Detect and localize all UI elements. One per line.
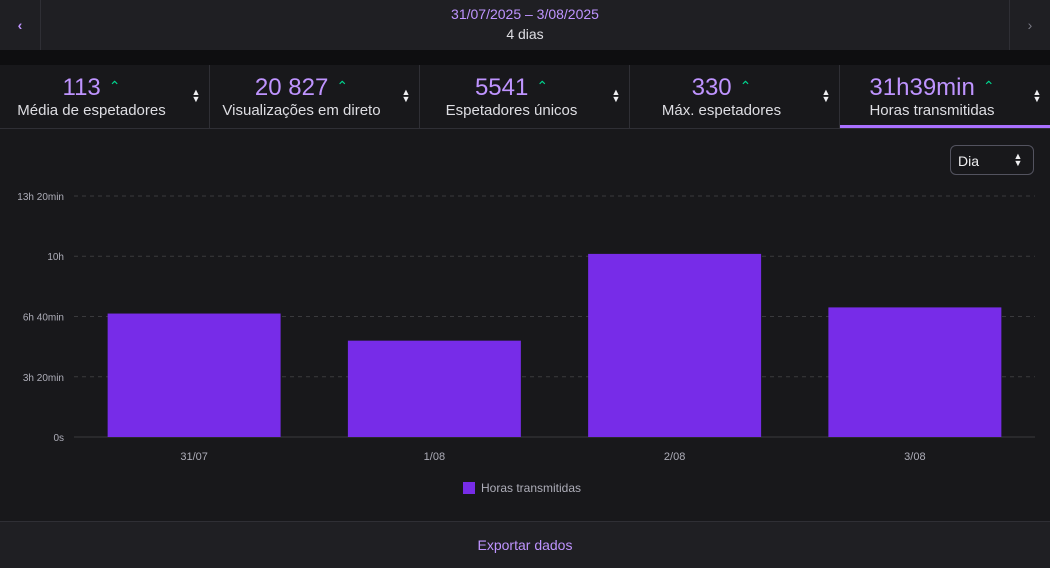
granularity-value: Dia [958, 153, 980, 169]
chart-legend[interactable]: Horas transmitidas [463, 481, 581, 495]
chevron-right-icon: › [1027, 17, 1033, 33]
period-duration: 4 dias [506, 26, 544, 42]
trend-up-icon: ⌃ [108, 78, 121, 94]
stat-label: Média de espetadores [17, 102, 166, 119]
stats-bar: 113 ⌃ Média de espetadores ▲ ▼ 20 827 ⌃ Vis… [0, 65, 1050, 129]
sort-icon: ▲ ▼ [821, 87, 831, 104]
sort-icon: ▲ ▼ [611, 87, 621, 104]
bar [107, 313, 281, 437]
y-tick-label: 10h [47, 252, 64, 263]
stat-label: Horas transmitidas [869, 102, 995, 119]
date-range: 31/07/2025 – 3/08/2025 [451, 6, 599, 22]
stat-value: 31h39min [869, 74, 975, 101]
y-tick-label: 13h 20min [17, 192, 64, 203]
sort-icon: ▲ ▼ [401, 87, 411, 104]
legend-swatch [463, 482, 475, 494]
bar [588, 253, 762, 437]
trend-up-icon: ⌃ [739, 78, 752, 94]
stat-card-average-viewers[interactable]: 113 ⌃ Média de espetadores ▲ ▼ [0, 65, 210, 128]
export-data-button[interactable]: Exportar dados [477, 537, 573, 553]
stat-value: 20 827 [254, 74, 329, 101]
previous-period-button[interactable]: ‹ [0, 0, 41, 50]
stat-value: 330 [691, 74, 732, 101]
y-tick-label: 3h 20min [23, 373, 64, 384]
bar [828, 307, 1002, 437]
y-tick-label: 6h 40min [23, 312, 64, 323]
stat-label: Espetadores únicos [445, 102, 578, 119]
x-tick-label: 31/07 [180, 451, 208, 463]
stat-card-unique-viewers[interactable]: 5541 ⌃ Espetadores únicos ▲ ▼ [420, 65, 630, 128]
stat-value: 5541 [474, 74, 529, 101]
granularity-select[interactable]: Dia ▲ ▼ [950, 145, 1034, 175]
select-arrows-icon: ▲ ▼ [1013, 151, 1023, 168]
date-navigation-bar: ‹ 31/07/2025 – 3/08/2025 4 dias › [0, 0, 1050, 51]
stat-label: Visualizações em direto [222, 102, 381, 119]
stat-card-live-views[interactable]: 20 827 ⌃ Visualizações em direto ▲ ▼ [210, 65, 420, 128]
stat-card-hours-streamed[interactable]: 31h39min ⌃ Horas transmitidas ▲ ▼ [840, 65, 1050, 128]
divider [0, 51, 1050, 65]
x-tick-label: 3/08 [904, 451, 925, 463]
y-tick-label: 0s [53, 433, 64, 444]
trend-up-icon: ⌃ [536, 78, 549, 94]
legend-label: Horas transmitidas [481, 481, 582, 495]
sort-icon: ▲ ▼ [191, 87, 201, 104]
x-tick-label: 1/08 [424, 451, 445, 463]
stat-card-max-viewers[interactable]: 330 ⌃ Máx. espetadores ▲ ▼ [630, 65, 840, 128]
trend-up-icon: ⌃ [336, 78, 349, 94]
stat-label: Máx. espetadores [661, 102, 782, 119]
x-tick-label: 2/08 [664, 451, 685, 463]
trend-up-icon: ⌃ [982, 78, 995, 94]
bar [347, 340, 521, 437]
chevron-left-icon: ‹ [17, 17, 23, 33]
sort-icon: ▲ ▼ [1032, 87, 1042, 104]
next-period-button[interactable]: › [1009, 0, 1050, 50]
bar-chart: 0s 3h 20min 6h 40min 10h 13h 20min 31/07 1/08 2… [17, 192, 1035, 463]
stat-value: 113 [62, 74, 101, 101]
footer: Exportar dados [0, 521, 1050, 568]
